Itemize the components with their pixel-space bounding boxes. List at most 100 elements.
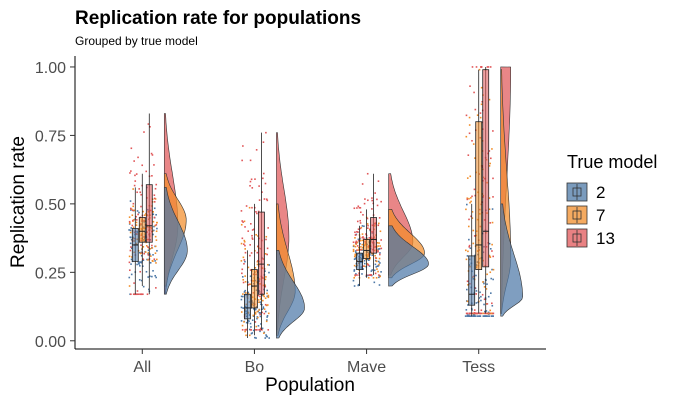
rain-point <box>152 254 154 256</box>
rain-point <box>155 287 157 289</box>
rain-point <box>354 237 356 239</box>
rain-point <box>354 254 357 257</box>
rain-point <box>249 283 252 286</box>
rain-point <box>257 235 259 237</box>
rain-point <box>365 258 367 261</box>
rain-point <box>469 312 472 315</box>
rain-point <box>479 112 482 114</box>
rain-point <box>244 289 246 292</box>
rain-point <box>465 312 468 315</box>
rain-point <box>140 193 142 196</box>
rain-point <box>360 246 362 248</box>
rain-point <box>466 197 469 200</box>
rain-point <box>133 293 136 296</box>
rain-point <box>353 285 356 287</box>
rain-point <box>471 66 474 68</box>
rain-point <box>244 226 246 228</box>
rain-point <box>483 286 486 288</box>
rain-point <box>488 254 491 257</box>
rain-point <box>363 259 366 262</box>
rain-point <box>361 225 364 227</box>
rain-point <box>264 297 267 300</box>
rain-point <box>487 311 490 314</box>
rain-point <box>149 275 151 278</box>
rain-point <box>255 233 257 236</box>
rain-point <box>264 310 267 313</box>
rain-point <box>250 332 253 335</box>
rain-point <box>263 332 265 335</box>
rain-point <box>129 200 132 202</box>
rain-point <box>465 208 467 211</box>
rain-point <box>130 258 133 261</box>
rain-point <box>480 66 482 68</box>
rain-point <box>358 246 360 249</box>
rain-point <box>254 249 256 252</box>
rain-point <box>468 197 470 200</box>
rain-point <box>142 210 144 213</box>
rain-point <box>379 262 381 264</box>
rain-point <box>252 314 255 317</box>
rain-point <box>380 200 382 203</box>
rain-point <box>153 216 156 219</box>
rain-point <box>152 220 155 223</box>
rain-point <box>251 237 254 239</box>
rain-point <box>378 274 380 276</box>
rain-point <box>255 329 257 331</box>
x-axis-title: Population <box>265 375 355 396</box>
x-tick-label: All <box>133 359 151 376</box>
rain-point <box>268 337 270 339</box>
rain-point <box>356 274 358 276</box>
rain-point <box>259 329 262 331</box>
rain-point <box>244 275 246 277</box>
rain-point <box>481 121 483 124</box>
rain-point <box>473 309 476 311</box>
rain-point <box>142 258 145 260</box>
rain-point <box>466 280 469 283</box>
rain-point <box>359 222 362 224</box>
rain-point <box>480 86 483 89</box>
rain-point <box>262 172 265 175</box>
rain-point <box>131 209 134 212</box>
rain-point <box>251 206 253 209</box>
rain-point <box>487 295 490 298</box>
rain-point <box>357 228 360 231</box>
rain-point <box>376 265 379 268</box>
rain-point <box>489 256 492 259</box>
rain-point <box>489 312 491 315</box>
rain-point <box>249 159 252 162</box>
rain-point <box>472 315 475 317</box>
rain-point <box>467 314 470 317</box>
rain-point <box>472 312 475 315</box>
rain-point <box>153 207 156 210</box>
rain-point <box>484 310 486 313</box>
rain-point <box>466 315 469 317</box>
rain-point <box>260 323 262 325</box>
rain-point <box>486 273 488 276</box>
rain-point <box>141 164 144 167</box>
rain-point <box>371 253 374 255</box>
rain-point <box>155 276 157 279</box>
rain-point <box>263 308 266 310</box>
rain-point <box>376 204 379 207</box>
rain-point <box>486 303 489 305</box>
rain-point <box>266 289 268 292</box>
rain-point <box>379 275 381 278</box>
rain-point <box>478 312 481 314</box>
rain-point <box>138 211 140 214</box>
rain-point <box>254 266 257 269</box>
rain-point <box>359 237 361 240</box>
rain-point <box>147 123 150 125</box>
rain-point <box>252 308 255 310</box>
box-plots <box>131 66 490 339</box>
rain-point <box>377 180 380 182</box>
rain-point <box>485 288 488 290</box>
rain-point <box>490 315 493 317</box>
rain-point <box>361 248 363 251</box>
rain-point <box>480 312 483 315</box>
rain-point <box>240 210 243 212</box>
rain-point <box>130 147 133 150</box>
rain-point <box>371 269 373 271</box>
rain-point <box>492 196 494 198</box>
rain-point <box>152 233 154 236</box>
rain-point <box>129 229 132 232</box>
